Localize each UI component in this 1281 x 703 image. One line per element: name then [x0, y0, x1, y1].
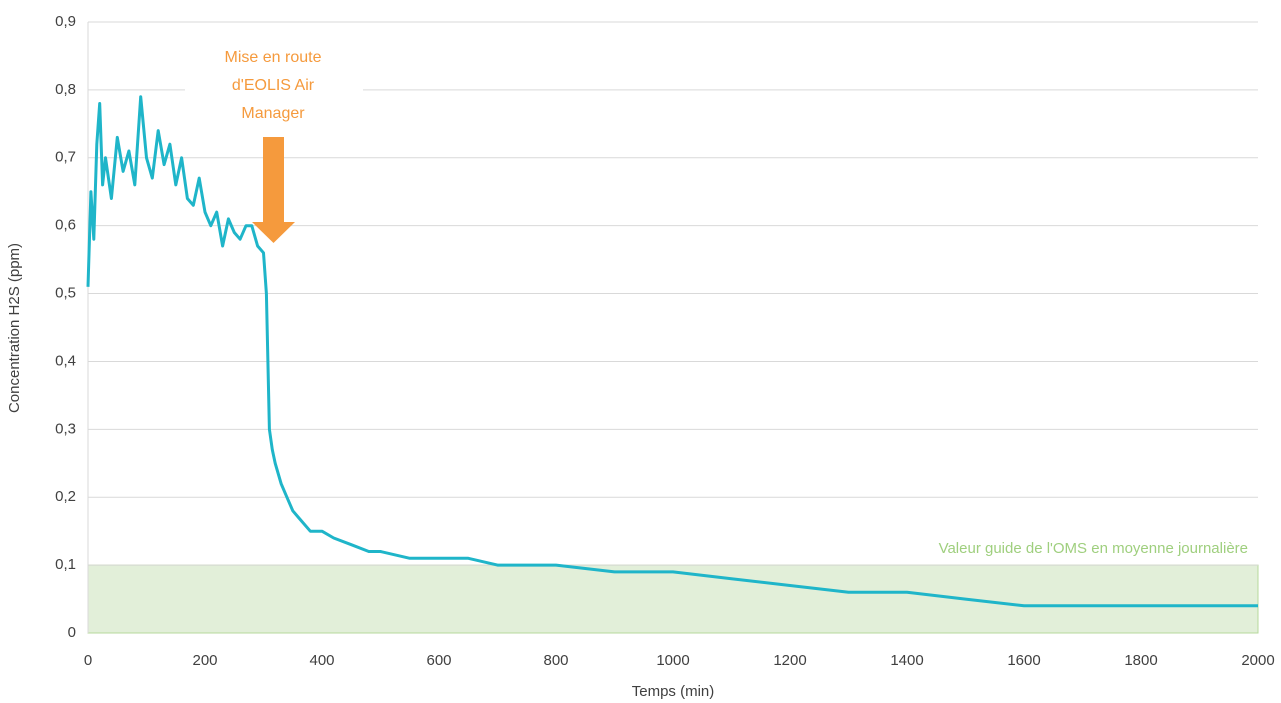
y-tick-label: 0,3 — [55, 420, 76, 437]
y-axis-title: Concentration H2S (ppm) — [6, 243, 23, 413]
x-tick-label: 1200 — [773, 652, 806, 669]
arrow-head — [252, 222, 295, 243]
y-tick-label: 0,8 — [55, 81, 76, 98]
x-tick-label: 0 — [84, 652, 92, 669]
y-tick-label: 0 — [68, 624, 76, 641]
x-tick-label: 1000 — [656, 652, 689, 669]
x-tick-label: 1800 — [1124, 652, 1157, 669]
y-tick-label: 0,4 — [55, 352, 76, 369]
x-axis-title: Temps (min) — [632, 683, 715, 700]
arrow-shaft — [263, 137, 284, 223]
x-tick-label: 1400 — [890, 652, 923, 669]
x-tick-label: 2000 — [1241, 652, 1274, 669]
x-tick-label: 1600 — [1007, 652, 1040, 669]
x-tick-label: 800 — [543, 652, 568, 669]
y-tick-label: 0,1 — [55, 556, 76, 573]
annotation-background — [185, 35, 363, 130]
x-tick-label: 400 — [309, 652, 334, 669]
y-tick-label: 0,5 — [55, 285, 76, 302]
y-tick-label: 0,6 — [55, 217, 76, 234]
annotation-text: d'EOLIS Air — [232, 77, 315, 94]
y-tick-label: 0,7 — [55, 149, 76, 166]
guide-band — [87, 564, 1259, 634]
y-tick-label: 0,9 — [55, 13, 76, 30]
annotation-text: Mise en route — [225, 49, 322, 66]
x-tick-label: 200 — [192, 652, 217, 669]
data-line — [86, 95, 1258, 608]
annotation-text: Manager — [241, 105, 305, 122]
x-tick-label: 600 — [426, 652, 451, 669]
guide-band-label: Valeur guide de l'OMS en moyenne journal… — [939, 540, 1248, 557]
y-tick-label: 0,2 — [55, 488, 76, 505]
